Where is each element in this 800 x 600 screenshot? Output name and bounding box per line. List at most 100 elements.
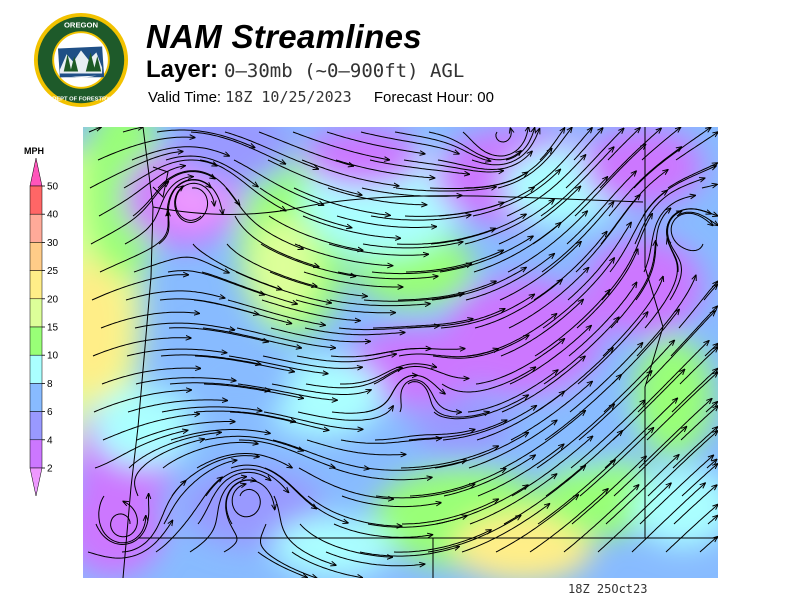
streamline — [89, 152, 182, 189]
streamline — [441, 367, 535, 393]
streamline — [509, 326, 591, 385]
streamline — [398, 281, 496, 301]
streamline — [134, 439, 204, 497]
streamline — [163, 460, 236, 525]
streamline — [361, 187, 461, 196]
wind-speed-shading — [413, 397, 513, 457]
streamline — [469, 474, 556, 525]
streamline — [304, 327, 404, 335]
streamline — [298, 467, 393, 499]
streamline — [566, 172, 636, 245]
streamline — [442, 406, 536, 441]
streamline — [468, 421, 557, 469]
streamline — [373, 319, 472, 329]
streamline — [327, 187, 426, 205]
streamline — [402, 499, 498, 525]
streamline — [571, 457, 646, 525]
streamline — [273, 495, 336, 565]
streamline — [174, 182, 215, 221]
streamline — [204, 435, 303, 450]
streamline — [291, 551, 362, 578]
streamline — [263, 411, 362, 429]
streamline — [672, 427, 717, 469]
streamline — [257, 551, 307, 577]
streamline — [545, 431, 622, 497]
streamline — [110, 502, 138, 538]
svg-text:DEPT OF FORESTRY: DEPT OF FORESTRY — [52, 96, 110, 102]
streamline — [262, 355, 362, 368]
streamline — [233, 159, 323, 205]
timestamp-label: 18Z 25Oct23 — [568, 582, 648, 596]
streamline — [295, 299, 395, 313]
streamline — [403, 159, 503, 172]
streamline — [579, 428, 653, 497]
streamline — [536, 404, 614, 469]
streamline — [370, 215, 470, 221]
streamline — [497, 128, 572, 189]
streamline — [371, 264, 471, 275]
streamline — [432, 336, 528, 359]
streamline — [565, 129, 623, 189]
streamline — [665, 505, 718, 553]
streamline — [234, 215, 318, 267]
streamline — [366, 460, 466, 471]
streamline — [373, 365, 468, 385]
wind-speed-shading — [248, 217, 318, 317]
streamline — [167, 270, 264, 295]
streamline — [205, 468, 288, 497]
streamline — [336, 215, 436, 228]
streamline — [671, 369, 717, 413]
wind-speed-shading — [583, 127, 703, 207]
streamline — [505, 128, 535, 161]
colorbar-tick-label: 25 — [47, 266, 59, 277]
streamline — [636, 276, 696, 357]
streamline — [169, 382, 269, 391]
streamline — [675, 132, 718, 161]
streamline — [475, 339, 564, 385]
streamline — [135, 377, 235, 385]
streamline — [237, 383, 337, 400]
streamline — [462, 127, 528, 157]
streamline — [400, 446, 498, 469]
streamline — [642, 166, 716, 217]
streamline — [99, 212, 168, 273]
streamline — [399, 379, 461, 413]
streamline — [156, 129, 254, 147]
streamline — [122, 127, 142, 133]
streamline — [569, 343, 642, 413]
streamline — [461, 504, 549, 553]
streamline — [529, 489, 608, 553]
streamline — [174, 186, 209, 224]
streamline — [98, 166, 185, 217]
streamline — [328, 243, 428, 255]
colorbar-tick-label: 40 — [47, 210, 59, 221]
streamline — [477, 445, 563, 497]
streamline — [124, 177, 193, 245]
streamline — [170, 429, 270, 441]
streamline — [679, 347, 718, 385]
streamline — [666, 208, 711, 273]
streamline — [325, 551, 424, 566]
colorbar-below-2 — [29, 467, 43, 497]
streamline — [369, 159, 469, 174]
streamline — [406, 309, 504, 329]
streamline — [299, 523, 392, 557]
streamline — [439, 236, 533, 273]
streamline — [544, 375, 621, 441]
colorbar-tick-label: 20 — [47, 294, 59, 305]
colorbar-segment-40_50 — [29, 185, 43, 215]
colorbar-tick-label: 6 — [47, 407, 53, 418]
streamline — [227, 299, 325, 325]
streamline — [359, 547, 459, 557]
streamline — [365, 374, 445, 413]
streamline — [533, 232, 607, 301]
streamline — [231, 484, 261, 518]
streamline — [605, 455, 679, 525]
streamline — [465, 254, 554, 301]
streamline — [269, 271, 367, 296]
streamline — [302, 215, 400, 238]
streamline — [375, 484, 474, 499]
streamline — [307, 495, 401, 526]
colorbar-segment-2_4 — [29, 439, 43, 469]
streamline — [498, 187, 580, 245]
